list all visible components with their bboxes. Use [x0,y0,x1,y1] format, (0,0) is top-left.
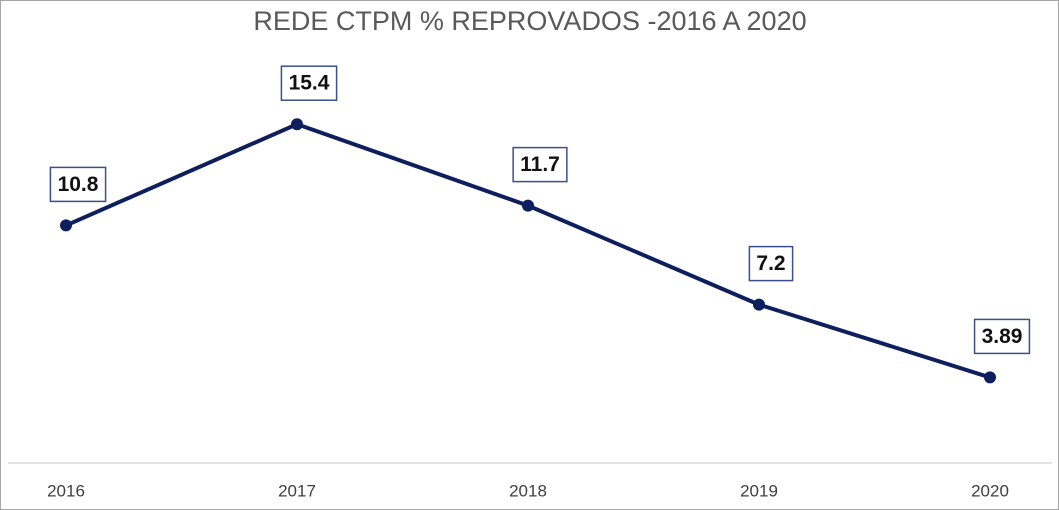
value-label: 11.7 [520,153,560,176]
value-label-box [49,166,107,203]
value-label-box [973,318,1031,355]
value-label: 15.4 [289,72,330,95]
value-label: 10.8 [58,173,99,196]
x-tick-label: 2016 [47,481,85,500]
value-label-box [280,65,338,101]
x-tick-label: 2020 [971,481,1009,500]
point [984,371,996,384]
value-label: 7.2 [756,252,785,275]
point [522,199,534,212]
point [753,298,765,311]
point [60,219,72,232]
value-label-box [512,146,568,183]
chart-title: REDE CTPM % REPROVADOS -2016 A 2020 [253,6,806,36]
x-tick-label: 2018 [509,481,547,500]
x-tick-label: 2017 [278,481,316,500]
value-label: 3.89 [982,325,1023,348]
point [291,118,303,131]
value-label-box [748,245,794,282]
x-tick-label: 2019 [740,481,778,500]
